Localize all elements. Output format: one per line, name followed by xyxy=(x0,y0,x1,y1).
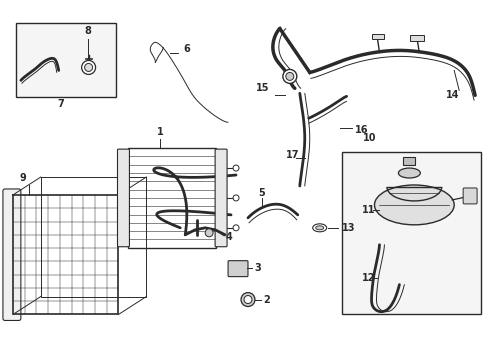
Text: 2: 2 xyxy=(263,294,270,305)
Text: 6: 6 xyxy=(183,44,190,54)
Circle shape xyxy=(233,225,239,231)
Text: 13: 13 xyxy=(342,223,355,233)
Text: 4: 4 xyxy=(226,232,233,242)
Circle shape xyxy=(286,72,294,80)
FancyBboxPatch shape xyxy=(463,188,477,204)
Bar xyxy=(410,35,424,41)
Ellipse shape xyxy=(316,226,324,230)
FancyBboxPatch shape xyxy=(215,149,227,247)
Circle shape xyxy=(85,63,93,71)
Text: 14: 14 xyxy=(446,90,460,100)
Circle shape xyxy=(241,293,255,306)
Text: 17: 17 xyxy=(286,150,299,160)
Bar xyxy=(16,23,116,97)
Text: 10: 10 xyxy=(363,133,376,143)
Circle shape xyxy=(233,165,239,171)
Text: 7: 7 xyxy=(57,99,64,109)
Text: 15: 15 xyxy=(256,84,270,93)
Text: 16: 16 xyxy=(355,125,368,135)
Circle shape xyxy=(283,69,297,84)
Text: 9: 9 xyxy=(20,173,26,183)
Text: 1: 1 xyxy=(157,127,164,137)
Text: 11: 11 xyxy=(362,205,375,215)
Text: 12: 12 xyxy=(362,273,375,283)
Circle shape xyxy=(244,296,252,303)
Ellipse shape xyxy=(398,168,420,178)
FancyBboxPatch shape xyxy=(118,149,129,247)
Bar xyxy=(342,152,481,315)
Circle shape xyxy=(82,60,96,75)
Text: 3: 3 xyxy=(254,263,261,273)
Ellipse shape xyxy=(374,185,454,225)
Text: 8: 8 xyxy=(84,26,91,36)
Bar xyxy=(371,33,385,39)
Circle shape xyxy=(205,229,213,237)
FancyBboxPatch shape xyxy=(228,261,248,276)
FancyBboxPatch shape xyxy=(3,189,21,320)
Text: 5: 5 xyxy=(259,188,265,198)
Bar xyxy=(128,148,216,248)
Ellipse shape xyxy=(313,224,327,232)
Circle shape xyxy=(233,195,239,201)
Bar xyxy=(403,157,416,165)
